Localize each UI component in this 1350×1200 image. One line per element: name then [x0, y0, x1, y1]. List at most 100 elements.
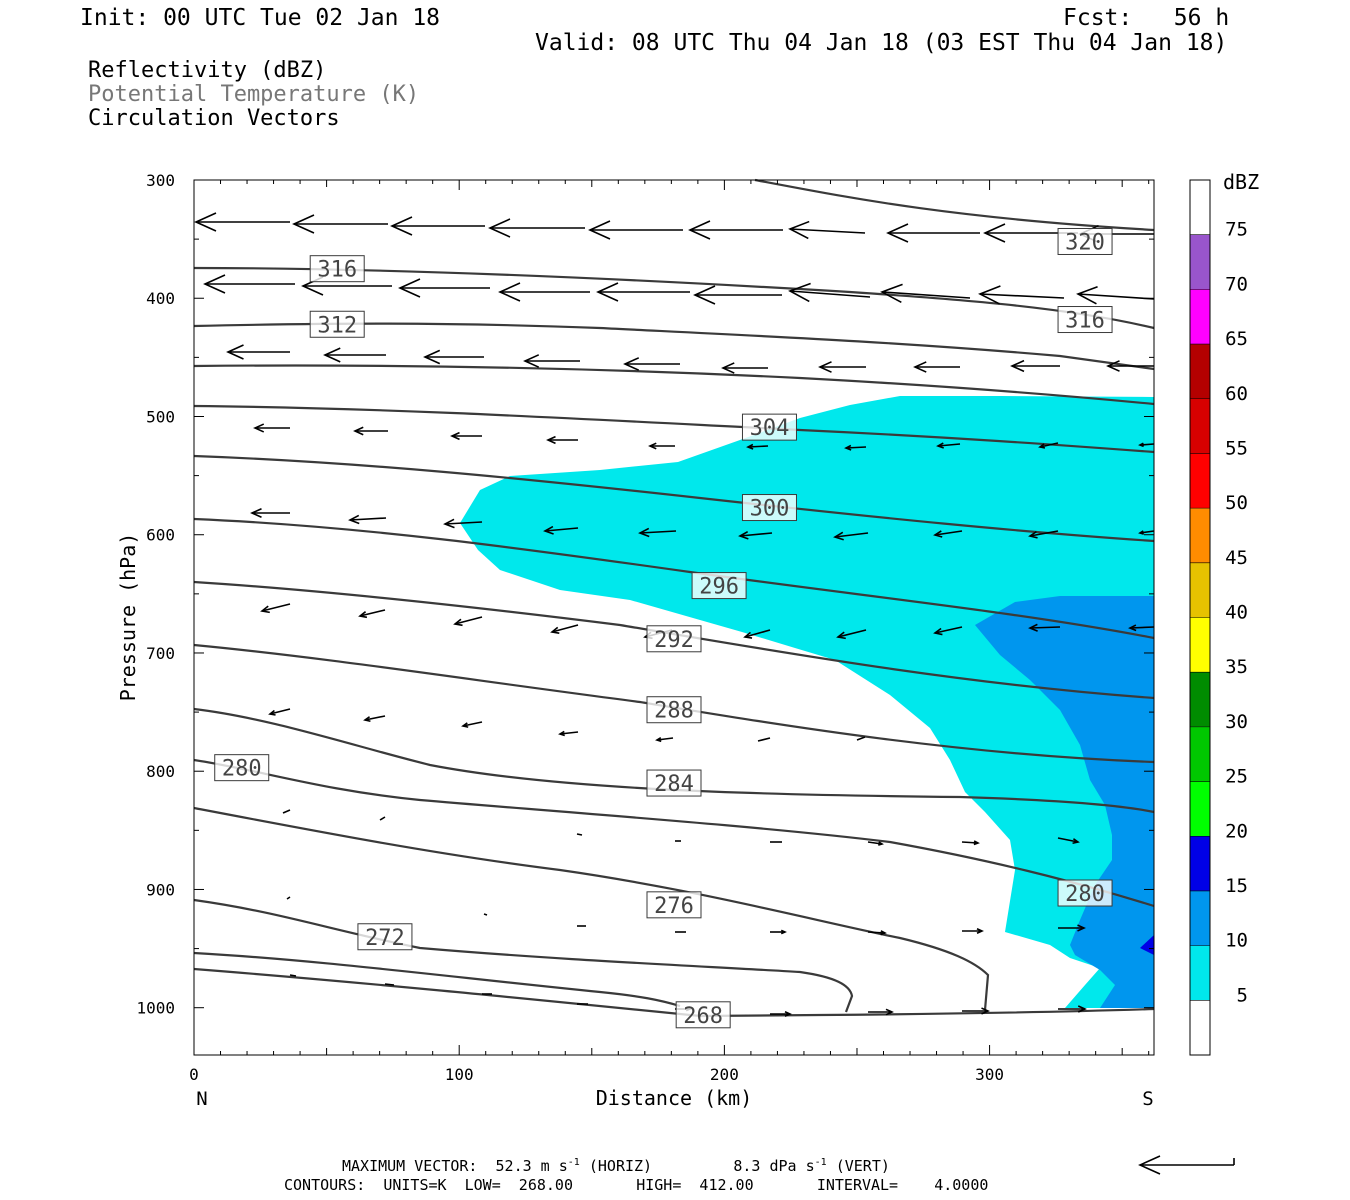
- theta-contour-0: [754, 178, 1155, 232]
- contour-label-text: 312: [317, 313, 357, 338]
- colorbar-segment: [1190, 836, 1210, 891]
- max-vector-note: MAXIMUM VECTOR: 52.3 m s-1 (HORIZ) 8.3 d…: [342, 1158, 890, 1174]
- contour-label-text: 288: [654, 699, 694, 724]
- colorbar-segment: [1190, 508, 1210, 563]
- vector-36: [844, 444, 867, 451]
- colorbar-segment: [1190, 234, 1210, 290]
- vector-28: [1010, 359, 1060, 373]
- y-axis: 300 400 500 600 700 800 900 1000: [136, 171, 1154, 1018]
- colorbar-segment: [1190, 289, 1210, 345]
- contour-label-14: 268: [675, 1001, 731, 1029]
- vector-88: [770, 1011, 792, 1017]
- vector-55: [743, 629, 771, 639]
- vector-21: [323, 347, 386, 363]
- colorbar-segment: [1190, 344, 1210, 399]
- contour-labels: 320 316 316 312 304 300 296 292 288 284 280 280 276 2…: [214, 227, 1113, 1029]
- colorbar-title: dBZ: [1223, 170, 1259, 194]
- colorbar-segment: [1190, 726, 1210, 782]
- vector-49: [1138, 530, 1155, 535]
- contour-label-text: 316: [317, 258, 357, 283]
- contour-label-12: 276: [646, 891, 702, 919]
- x-tick-label: 300: [975, 1065, 1004, 1084]
- contour-label-10: 280: [214, 754, 270, 782]
- vector-43: [543, 525, 579, 535]
- vector-31: [353, 426, 388, 436]
- vector-65: [757, 737, 771, 742]
- vector-38: [1038, 442, 1059, 449]
- colorbar-segment: [1190, 398, 1210, 454]
- vector-66: [856, 736, 866, 741]
- vector-15: [693, 285, 782, 305]
- contour-label-text: 296: [699, 575, 739, 600]
- valid-time: Valid: 08 UTC Thu 04 Jan 18 (03 EST Thu …: [535, 30, 1228, 56]
- contour-label-text: 300: [750, 497, 790, 522]
- vector-73: [961, 840, 980, 846]
- contour-label-1: 316: [309, 255, 365, 283]
- theta-contour-7: [193, 580, 1155, 700]
- vector-40: [250, 507, 290, 519]
- reference-vector-arrow: [1138, 1155, 1235, 1175]
- vector-35: [746, 443, 769, 450]
- legend-potential-temperature: Potential Temperature (K): [88, 82, 420, 107]
- theta-contour-1: [193, 266, 1155, 330]
- x-end-label-north: N: [196, 1088, 207, 1110]
- forecast-hour: Fcst: 56 h: [1063, 5, 1230, 31]
- colorbar-label: 70: [1225, 273, 1248, 295]
- vector-51: [358, 609, 386, 619]
- vector-63: [558, 730, 579, 737]
- y-tick-label: 400: [146, 289, 175, 308]
- vector-74: [1057, 837, 1080, 845]
- vector-16: [788, 282, 871, 303]
- vector-34: [648, 442, 675, 450]
- vector-41: [348, 514, 387, 525]
- y-tick-label: 600: [146, 526, 175, 545]
- contours-note: CONTOURS: UNITS=K LOW= 268.00 HIGH= 412.…: [284, 1176, 989, 1194]
- colorbar-label: 75: [1225, 219, 1248, 241]
- vector-91: [1058, 1005, 1087, 1013]
- vector-72: [867, 841, 884, 846]
- colorbar-label: 10: [1225, 930, 1248, 952]
- vector-19: [1076, 285, 1155, 305]
- vector-3: [488, 218, 585, 238]
- vector-20: [226, 344, 290, 360]
- contour-label-text: 272: [365, 926, 405, 951]
- vector-24: [623, 357, 680, 371]
- contour-label-5: 300: [741, 494, 797, 522]
- contour-label-6: 296: [691, 572, 747, 600]
- init-time: Init: 00 UTC Tue 02 Jan 18: [80, 5, 441, 31]
- vector-22: [423, 349, 484, 365]
- vector-76: [483, 913, 488, 916]
- contour-label-0: 320: [1057, 227, 1113, 255]
- vector-84: [384, 983, 395, 986]
- vector-23: [523, 354, 580, 368]
- contour-label-11: 280: [1057, 879, 1113, 907]
- x-tick-label: 200: [710, 1065, 739, 1084]
- legend-circulation-vectors: Circulation Vectors: [88, 106, 340, 131]
- colorbar-label: 5: [1237, 984, 1248, 1006]
- vector-25: [721, 362, 768, 374]
- colorbar-label: 40: [1225, 602, 1248, 624]
- theta-contour-8: [193, 643, 1155, 764]
- vector-46: [833, 531, 869, 541]
- vector-83: [289, 974, 297, 977]
- vector-75: [286, 896, 291, 900]
- vector-17: [880, 283, 971, 304]
- colorbar-segment: [1190, 781, 1210, 837]
- vector-10: [203, 274, 295, 294]
- theta-contour-6: [193, 517, 1155, 640]
- reflectivity-shading: [460, 396, 1154, 1008]
- contour-label-text: 304: [750, 416, 790, 441]
- colorbar-segment: [1190, 945, 1210, 1001]
- vector-27: [913, 361, 960, 373]
- vector-37: [936, 442, 961, 449]
- vector-52: [453, 616, 483, 627]
- vector-48: [1028, 530, 1059, 539]
- vector-1: [292, 214, 388, 234]
- colorbar-label: 35: [1225, 656, 1248, 678]
- theta-contour-14: [193, 967, 1155, 1018]
- vector-47: [933, 530, 963, 538]
- vector-13: [498, 282, 590, 302]
- contour-label-text: 316: [1065, 309, 1105, 334]
- contour-label-8: 288: [646, 696, 702, 724]
- vector-32: [450, 431, 482, 441]
